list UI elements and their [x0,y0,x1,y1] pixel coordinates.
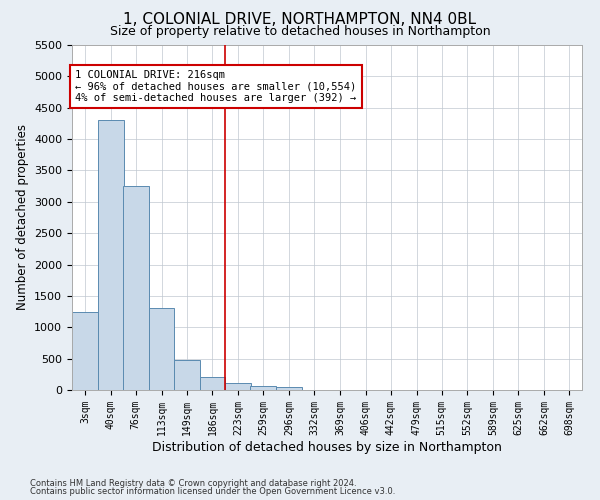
Bar [98,120,124,390]
Text: Contains public sector information licensed under the Open Government Licence v3: Contains public sector information licen… [30,488,395,496]
Bar [72,312,98,390]
Text: 1, COLONIAL DRIVE, NORTHAMPTON, NN4 0BL: 1, COLONIAL DRIVE, NORTHAMPTON, NN4 0BL [124,12,476,28]
Text: Size of property relative to detached houses in Northampton: Size of property relative to detached ho… [110,25,490,38]
Bar [276,387,302,390]
X-axis label: Distribution of detached houses by size in Northampton: Distribution of detached houses by size … [152,440,502,454]
Bar [199,376,225,390]
Y-axis label: Number of detached properties: Number of detached properties [16,124,29,310]
Bar [225,384,251,390]
Bar [123,186,149,390]
Text: 1 COLONIAL DRIVE: 216sqm
← 96% of detached houses are smaller (10,554)
4% of sem: 1 COLONIAL DRIVE: 216sqm ← 96% of detach… [76,70,357,103]
Bar [149,308,175,390]
Bar [250,386,276,390]
Bar [174,360,199,390]
Text: Contains HM Land Registry data © Crown copyright and database right 2024.: Contains HM Land Registry data © Crown c… [30,478,356,488]
